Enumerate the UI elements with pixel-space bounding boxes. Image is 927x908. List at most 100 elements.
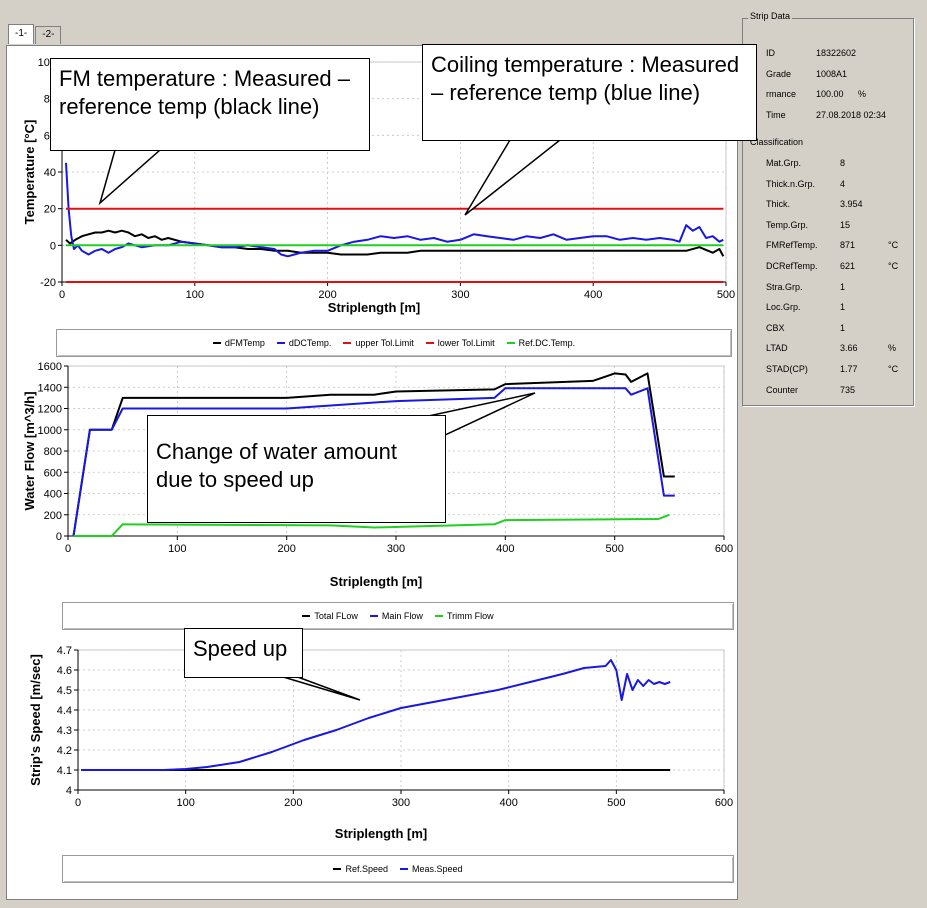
legend-label: upper Tol.Limit [355,338,414,348]
classification-unit: °C [888,261,899,271]
tab-1[interactable]: -1- [8,24,35,44]
classification-value: 621 [840,261,856,271]
y-tick-label: 1400 [38,382,62,394]
classification-label: Stra.Grp. [766,281,803,292]
y-axis-label: Strip's Speed [m/sec] [28,654,43,786]
legend-item: Total FLow [302,611,358,621]
classification-value: 1 [840,322,846,333]
series-line-ddctemp- [65,162,724,258]
y-tick-label: -20 [40,277,56,289]
legend-label: Total FLow [314,611,358,621]
x-tick-label: 100 [176,797,194,809]
classification-label: FMRefTemp. [766,240,818,251]
x-tick-label: 600 [715,797,733,809]
legend-item: Ref.Speed [333,864,388,874]
y-tick-label: 4.6 [57,665,72,677]
legend-label: dDCTemp. [288,338,332,348]
legend-label: Trimm Flow [446,611,494,621]
speed-legend: Ref.Speed Meas.Speed [62,855,734,883]
x-axis-label: Striplength [m] [335,826,427,841]
strip-data-label: Time [766,109,786,120]
legend-label: Ref.DC.Temp. [518,338,576,348]
y-tick-label: 4.5 [57,685,72,697]
x-tick-label: 500 [605,543,623,555]
series-line-dfmtemp [65,229,725,257]
x-tick-label: 0 [75,797,81,809]
classification-label: Thick.n.Grp. [766,178,816,189]
x-axis-label: Striplength [m] [330,574,422,589]
classification-label: Counter [766,384,799,395]
classification-value: 3.66 [840,343,858,354]
x-tick-label: 0 [65,543,71,555]
tab-bar: -1- -2- [8,24,62,46]
legend-swatch [276,342,285,344]
strip-data-label: ID [766,48,775,58]
legend-swatch [434,615,443,617]
y-tick-label: 1000 [38,425,62,437]
strip-data-value: 1008A1 [816,68,848,79]
x-tick-label: 300 [387,543,405,555]
x-tick-label: 200 [284,797,302,809]
x-tick-label: 400 [499,797,517,809]
y-tick-label: 400 [44,489,62,501]
y-tick-label: 0 [50,240,56,252]
temperature-legend: dFMTemp dDCTemp. upper Tol.Limit lower Tol.… [56,329,732,357]
y-tick-label: 0 [56,531,62,543]
classification-label: CBX [766,322,785,333]
legend-item: upper Tol.Limit [343,338,414,348]
classification-label: STAD(CP) [766,364,808,374]
speed-up-callout: Speed up [184,628,303,678]
classification-label: Mat.Grp. [766,158,802,168]
strip-data-group: Strip Data ID 18322602 Grade 1008A1 rmance 10… [742,8,922,406]
classification-value: 3.954 [840,199,863,210]
legend-swatch [399,868,408,870]
series-line-trimm-flow [73,513,670,537]
legend-item: dFMTemp [212,338,265,348]
coiling-temp-callout: Coiling temperature : Measured – referen… [422,44,757,141]
x-tick-label: 400 [584,289,602,301]
legend-swatch [506,342,515,344]
legend-label: lower Tol.Limit [437,338,495,348]
strip-data-value: 27.08.2018 02:34 [816,109,887,120]
y-tick-label: 800 [44,446,62,458]
classification-value: 8 [840,158,846,168]
water-amount-callout: Change of water amount due to speed up [147,415,446,523]
y-axis-label: Water Flow [m^3/h] [22,391,37,510]
strip-data-title: Strip Data [748,11,793,21]
classification-label: DCRefTemp. [766,261,818,271]
y-tick-label: 4.2 [57,745,72,757]
strip-data-value: 100.00 [816,89,844,99]
y-tick-label: 4.1 [57,765,72,777]
x-tick-label: 500 [607,797,625,809]
legend-item: Main Flow [369,611,423,621]
x-tick-label: 200 [318,289,336,301]
classification-label: Thick. [766,199,791,210]
legend-label: Main Flow [381,611,423,621]
y-tick-label: 4.3 [57,725,72,737]
legend-swatch [333,868,342,870]
x-tick-label: 100 [186,289,204,301]
legend-item: Ref.DC.Temp. [506,338,576,348]
y-tick-label: 200 [44,510,62,522]
legend-swatch [343,342,352,344]
water-flow-legend: Total FLow Main Flow Trimm Flow [62,602,734,630]
classification-value: 1 [840,302,846,313]
classification-value: 871 [840,240,856,251]
y-tick-label: 1200 [38,404,62,416]
legend-label: Meas.Speed [411,864,463,874]
classification-value: 1 [840,281,846,292]
y-tick-label: 4.7 [57,645,72,657]
y-tick-label: 1600 [38,361,62,373]
y-tick-label: 4.4 [57,705,72,717]
y-tick-label: 4 [66,785,72,797]
classification-unit: % [888,343,897,354]
legend-swatch [302,615,311,617]
y-tick-label: 40 [44,167,56,179]
x-axis-label: Striplength [m] [328,300,420,315]
tab-2[interactable]: -2- [35,26,62,44]
x-tick-label: 0 [59,289,65,301]
legend-swatch [212,342,221,344]
x-tick-label: 600 [715,543,733,555]
classification-value: 15 [840,219,851,230]
